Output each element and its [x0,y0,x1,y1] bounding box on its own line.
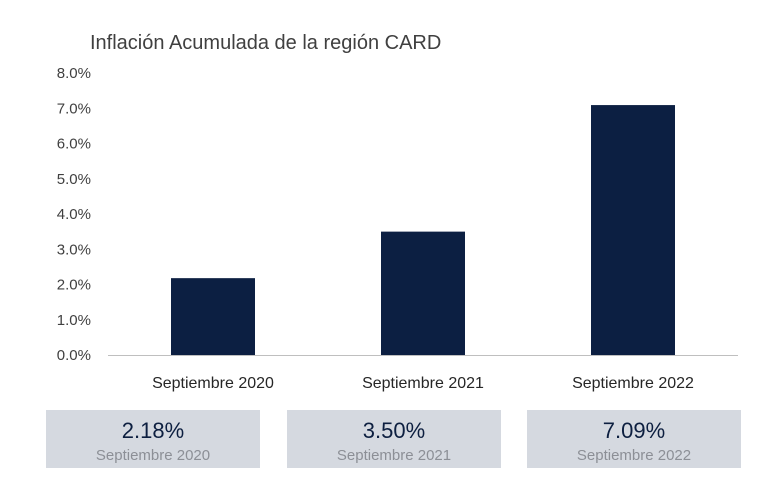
summary-card-2022: 7.09% Septiembre 2022 [527,410,741,468]
x-category-label: Septiembre 2022 [572,375,694,392]
y-tick-label: 3.0% [57,241,91,258]
bar-chart: 0.0% 1.0% 2.0% 3.0% 4.0% 5.0% 6.0% 7.0% 8.0% Sep… [57,65,738,392]
chart-title: Inflación Acumulada de la región CARD [90,32,442,54]
bars [171,105,675,355]
y-tick-label: 1.0% [57,312,91,329]
x-category-label: Septiembre 2021 [362,375,484,392]
y-tick-label: 6.0% [57,136,91,153]
bar [591,105,675,355]
y-tick-label: 2.0% [57,277,91,294]
y-tick-label: 4.0% [57,206,91,223]
summary-card-label: Septiembre 2021 [336,447,452,464]
summary-card-value: 7.09% [602,418,666,443]
summary-card-2020: 2.18% Septiembre 2020 [46,410,260,468]
summary-card-value: 3.50% [362,418,426,443]
bar [171,278,255,355]
bar [381,231,465,355]
y-tick-label: 5.0% [57,171,91,188]
summary-card-value: 2.18% [121,418,185,443]
y-tick-label: 0.0% [57,347,91,364]
summary-card-label: Septiembre 2020 [95,447,211,464]
summary-card-2021: 3.50% Septiembre 2021 [287,410,501,468]
x-category-label: Septiembre 2020 [152,375,274,392]
y-tick-label: 7.0% [57,100,91,117]
y-tick-label: 8.0% [57,65,91,82]
y-axis-tick-labels: 0.0% 1.0% 2.0% 3.0% 4.0% 5.0% 6.0% 7.0% 8.0% [57,65,91,364]
summary-card-label: Septiembre 2022 [576,447,692,464]
x-axis-category-labels: Septiembre 2020 Septiembre 2021 Septiembre… [152,375,694,392]
